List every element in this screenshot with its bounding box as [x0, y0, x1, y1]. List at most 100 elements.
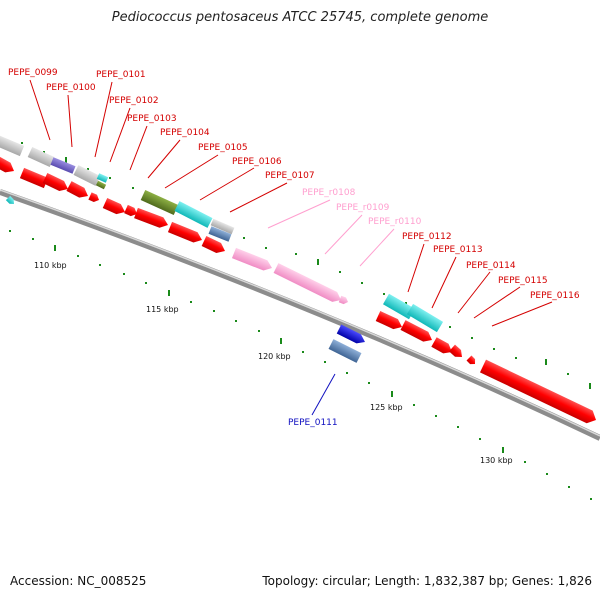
scale-tick: [258, 330, 260, 332]
genome-feature: [27, 146, 55, 168]
genome-feature: [19, 167, 49, 189]
scale-labels: 110 kbp 115 kbp 120 kbp 125 kbp 130 kbp: [34, 261, 513, 465]
scale-tick: [243, 237, 245, 239]
scale-tick: [457, 426, 459, 428]
scale-tick: [123, 273, 125, 275]
gene-label: PEPE_0114: [466, 261, 516, 271]
scale-tick: [339, 271, 341, 273]
gene-label: PEPE_0102: [109, 96, 159, 106]
accession-text: Accession: NC_008525: [10, 574, 147, 588]
label-leader-line: [431, 256, 457, 309]
gene-label: PEPE_0101: [96, 70, 146, 80]
genome-feature: [134, 207, 168, 228]
genome-feature: [174, 201, 213, 228]
scale-tick: [435, 415, 437, 417]
scale-tick: [265, 247, 267, 249]
genome-feature: [95, 180, 107, 190]
scale-tick: [515, 357, 517, 359]
scale-tick: [493, 348, 495, 350]
scale-tick: [524, 461, 526, 463]
scale-tick: [213, 310, 215, 312]
label-leader-line: [229, 182, 288, 213]
scale-tick: [324, 361, 326, 363]
gene-label: PEPE_0106: [232, 157, 282, 167]
scale-tick: [235, 320, 237, 322]
genome-feature: [231, 247, 273, 271]
genome-feature: [73, 165, 101, 186]
genome-feature: [273, 263, 342, 302]
gene-label: PEPE_0105: [198, 143, 248, 153]
label-leader-line: [473, 286, 521, 319]
label-leader-line: [109, 107, 131, 163]
gene-label: PEPE_r0108: [302, 188, 356, 198]
genome-feature: [210, 218, 235, 235]
scale-tick: [471, 337, 473, 339]
scale-label: 120 kbp: [258, 352, 291, 361]
genome-feature: [336, 324, 366, 344]
genome-backbone: [0, 189, 600, 441]
genome-feature: [338, 295, 348, 305]
scale-tick: [413, 404, 415, 406]
gene-label: PEPE_0116: [530, 291, 580, 301]
scale-tick: [99, 264, 101, 266]
scale-tick: [479, 438, 481, 440]
genome-summary: Topology: circular; Length: 1,832,387 bp…: [262, 574, 592, 588]
gene-label: PEPE_0113: [433, 245, 483, 255]
genome-feature: [124, 204, 137, 217]
scale-label: 125 kbp: [370, 403, 403, 412]
label-leader-line: [324, 214, 363, 255]
label-leader-line: [311, 373, 336, 416]
gene-label: PEPE_0112: [402, 232, 452, 242]
scale-label: 110 kbp: [34, 261, 67, 270]
genome-feature: [96, 173, 109, 183]
gene-label: PEPE_r0110: [368, 217, 422, 227]
scale-tick: [568, 486, 570, 488]
genome-feature: [448, 344, 462, 357]
scale-tick: [361, 282, 363, 284]
scale-tick: [32, 238, 34, 240]
scale-tick: [368, 382, 370, 384]
label-leader-line: [199, 167, 255, 201]
gene-label: PEPE_0104: [160, 128, 210, 138]
scale-tick: [132, 187, 134, 189]
scale-tick: [168, 290, 170, 296]
label-leader-line: [457, 271, 491, 314]
gene-label: PEPE_r0109: [336, 203, 390, 213]
scale-tick: [546, 473, 548, 475]
scale-tick: [54, 245, 56, 251]
genome-feature: [383, 293, 415, 320]
genome-feature: [102, 197, 125, 215]
scale-tick: [295, 253, 297, 255]
scale-tick: [43, 151, 45, 153]
label-leader-line: [147, 139, 181, 179]
genome-feature: [5, 195, 14, 204]
scale-tick: [589, 383, 591, 389]
scale-tick: [21, 142, 23, 144]
scale-tick: [391, 391, 393, 397]
scale-tick: [502, 447, 504, 453]
genome-feature: [167, 221, 202, 243]
scale-tick: [190, 301, 192, 303]
genome-feature: [400, 320, 433, 342]
scale-tick: [545, 359, 547, 365]
genome-feature: [201, 236, 225, 253]
label-leader-line: [29, 79, 51, 141]
genome-feature: [0, 134, 25, 157]
gene-label: PEPE_0111: [288, 418, 338, 428]
label-leader-line: [491, 301, 553, 327]
genome-feature: [406, 303, 444, 333]
scale-tick: [65, 157, 67, 163]
gene-label: PEPE_0107: [265, 171, 315, 181]
genome-feature: [479, 359, 597, 424]
label-leader-line: [94, 81, 113, 158]
scale-tick: [346, 372, 348, 374]
gene-label: PEPE_0099: [8, 68, 58, 78]
scale-tick: [9, 230, 11, 232]
scale-tick: [77, 255, 79, 257]
scale-tick: [109, 177, 111, 179]
gene-label: PEPE_0100: [46, 83, 96, 93]
scale-tick: [302, 351, 304, 353]
scale-tick: [87, 168, 89, 170]
